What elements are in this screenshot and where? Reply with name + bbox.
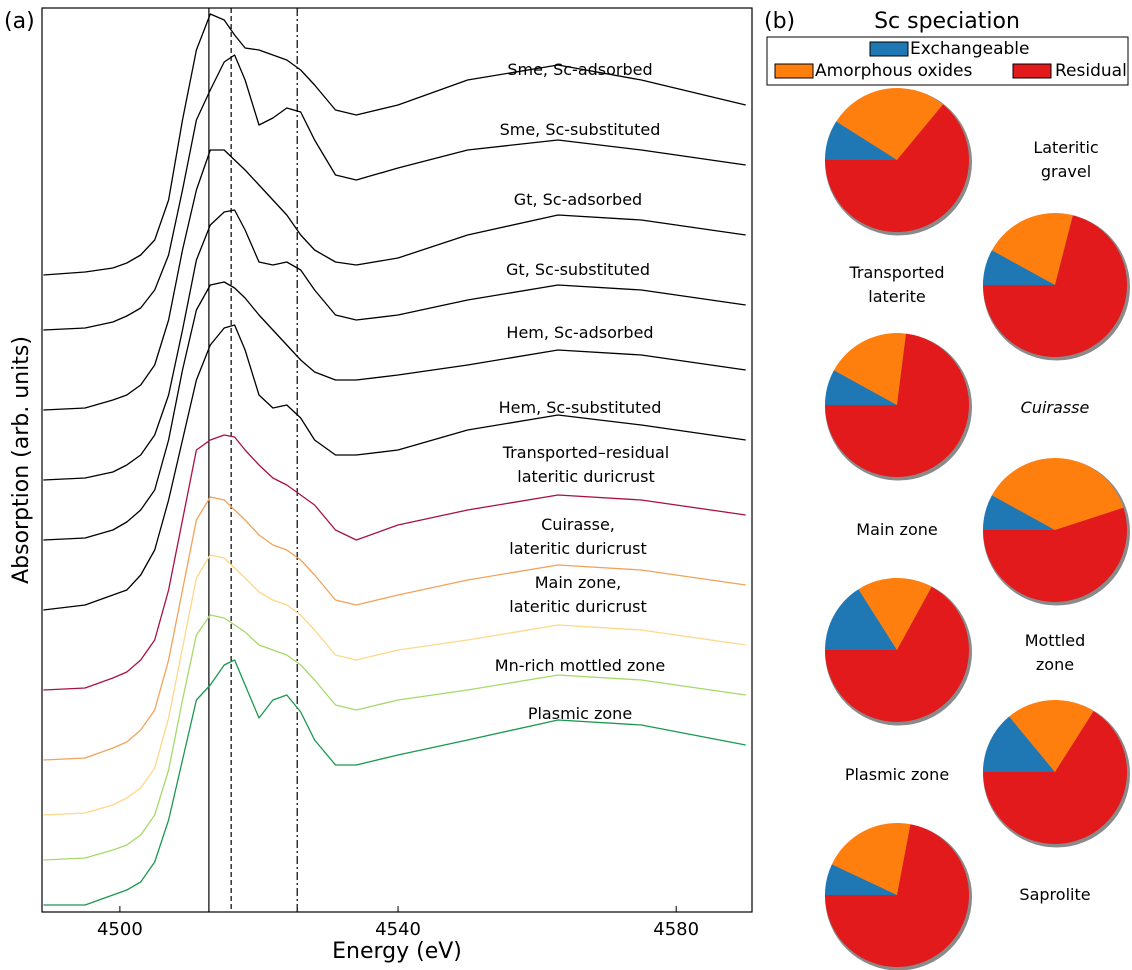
pie-slice: [991, 457, 1124, 530]
spectrum-line: [43, 281, 746, 541]
pie-label: Transported laterite: [849, 263, 945, 306]
spectrum-line: [43, 496, 746, 761]
pie-slice: [983, 250, 1055, 285]
x-axis-label: Energy (eV): [332, 939, 462, 964]
series-label: Sme, Sc-substituted: [499, 120, 661, 139]
series-label: Main zone, lateritic duricrust: [509, 573, 647, 616]
pie-slice: [983, 495, 1055, 530]
pie-slice: [991, 212, 1073, 285]
pie-slice: [983, 716, 1055, 772]
spectrum-line: [43, 434, 746, 691]
series-label: Hem, Sc-substituted: [498, 398, 662, 417]
pie-slice: [983, 215, 1127, 357]
x-tick-label: 4580: [653, 919, 699, 940]
x-tick-label: 4500: [97, 919, 143, 940]
pie-slice: [825, 121, 897, 160]
panel-label: (b): [764, 9, 795, 34]
spectrum-line: [43, 554, 746, 816]
pie-slice: [831, 823, 911, 895]
pie-slice: [825, 864, 897, 895]
pie-label: Main zone: [856, 520, 938, 539]
spectrum-line: [43, 54, 746, 331]
pie-slice: [858, 578, 932, 650]
pie-slice: [825, 104, 969, 233]
legend-label: Residual: [1055, 61, 1127, 81]
spectrum-line: [43, 13, 746, 276]
legend-label: Amorphous oxides: [815, 61, 972, 81]
series-label: Transported–residual lateritic duricrust: [502, 443, 670, 486]
spectrum-line: [43, 324, 746, 611]
spectrum-line: [43, 614, 746, 861]
series-label: Mn-rich mottled zone: [494, 656, 666, 675]
pie-title: Sc speciation: [874, 9, 1020, 34]
plot-frame: [41, 7, 753, 913]
pie-slice: [833, 333, 907, 405]
pie-label: Cuirasse: [1020, 398, 1090, 417]
legend-swatch: [1012, 63, 1052, 79]
pie-slice: [825, 370, 897, 405]
pie-label: Lateritic gravel: [1033, 138, 1099, 181]
spectrum-line: [43, 659, 746, 906]
pie-slice: [825, 333, 969, 478]
pie-label: Mottled zone: [1024, 631, 1086, 674]
legend-box: [766, 36, 1129, 86]
spectrum-line: [43, 209, 746, 481]
series-label: Plasmic zone: [527, 704, 633, 723]
pie-slice: [1009, 700, 1094, 772]
spectrum-line: [43, 149, 746, 411]
pie-slice: [983, 711, 1128, 845]
series-label: Sme, Sc-adsorbed: [507, 60, 653, 79]
pie-label: Saprolite: [1019, 885, 1091, 904]
pie-label: Plasmic zone: [844, 765, 950, 784]
pie-slice: [983, 507, 1127, 602]
pie-slice: [825, 824, 969, 968]
legend-swatch: [869, 41, 909, 57]
series-label: Gt, Sc-substituted: [506, 260, 650, 279]
legend-label: Exchangeable: [910, 39, 1029, 59]
pie-slice: [836, 88, 943, 160]
pie-slice: [825, 586, 969, 723]
pie-slice: [825, 589, 897, 650]
series-label: Gt, Sc-adsorbed: [513, 190, 643, 209]
legend-swatch: [774, 63, 814, 79]
series-label: Cuirasse, lateritic duricrust: [509, 515, 647, 558]
series-label: Hem, Sc-adsorbed: [506, 323, 654, 342]
y-axis-label: Absorption (arb. units): [9, 336, 34, 584]
x-tick-label: 4540: [375, 919, 421, 940]
panel-label: (a): [4, 9, 35, 34]
